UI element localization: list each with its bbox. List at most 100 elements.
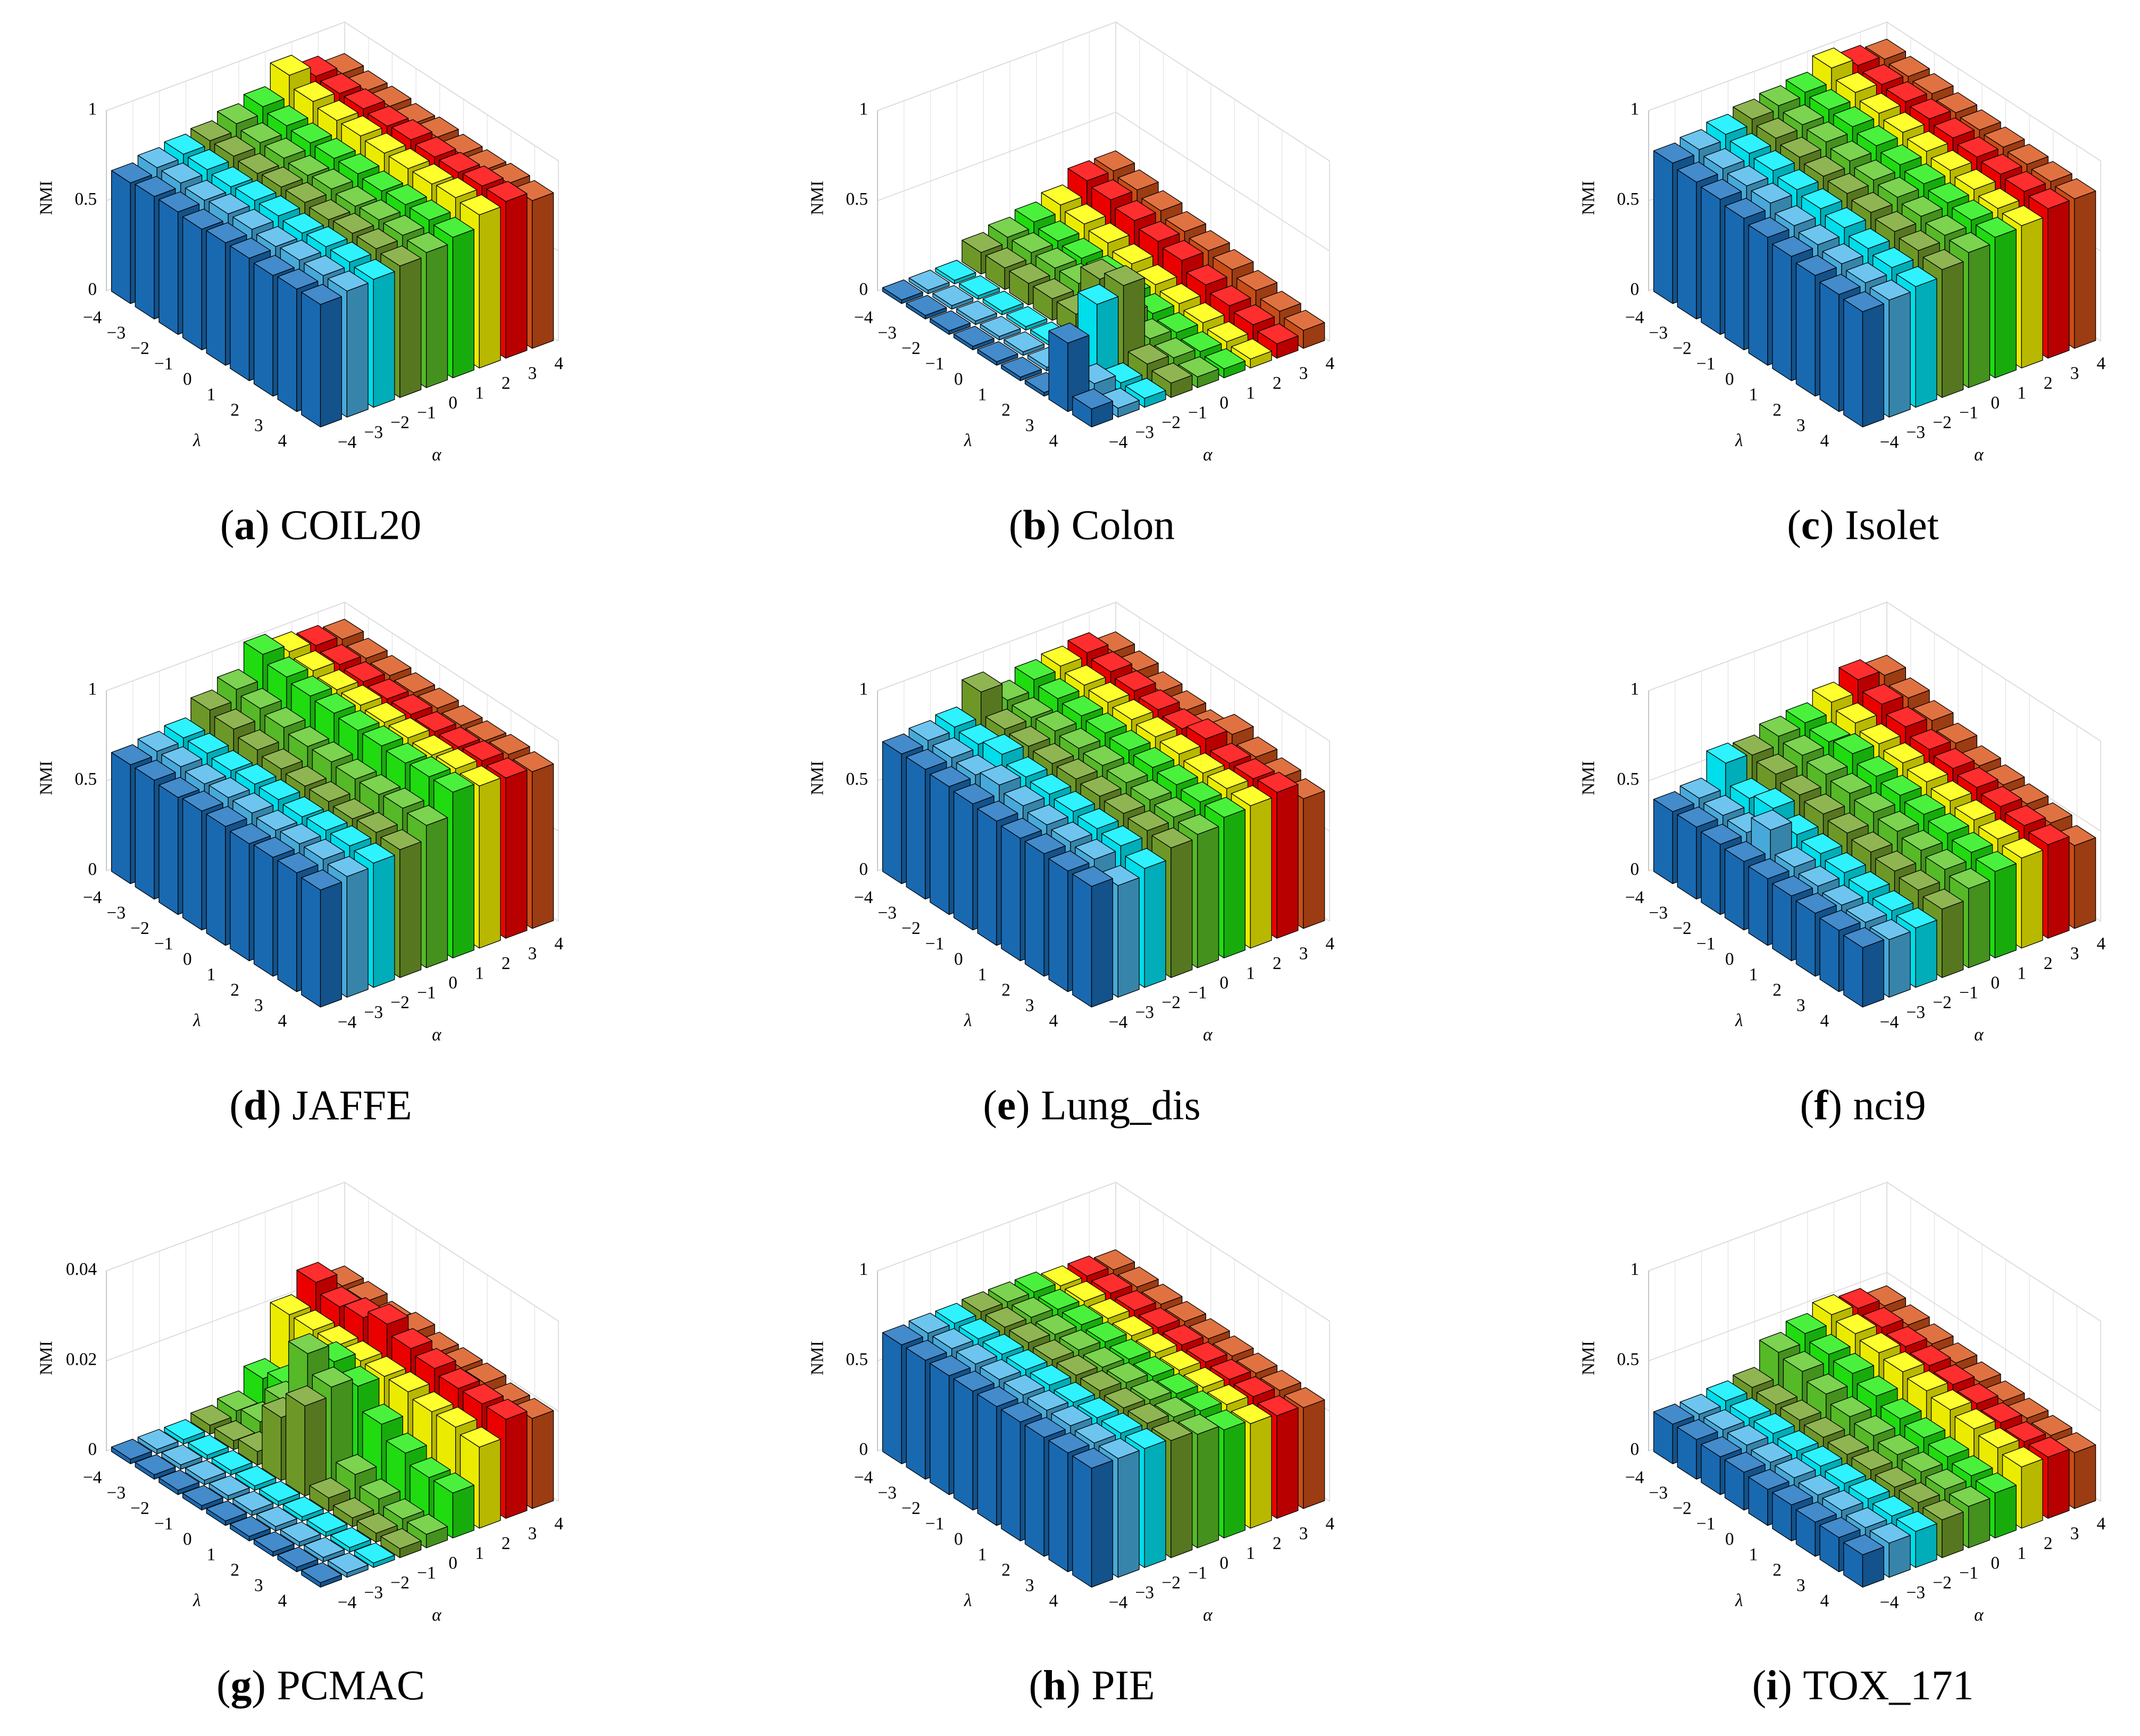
- series-tick-label: −1: [1188, 1563, 1207, 1583]
- x-tick-label: 3: [1025, 996, 1034, 1015]
- bar-face: [1154, 796, 1196, 818]
- x-tick-label: 4: [278, 1591, 287, 1611]
- series-tick-label: −1: [1959, 403, 1978, 423]
- x-tick-label: 0: [1725, 369, 1734, 389]
- bar-face: [294, 1309, 335, 1331]
- bar-face: [135, 767, 155, 900]
- bar-face: [1141, 190, 1183, 212]
- bar-face: [185, 763, 226, 784]
- bar-face: [280, 823, 321, 845]
- bar-face: [1833, 733, 1874, 754]
- bar-face: [1888, 56, 1930, 77]
- bar-face: [270, 1294, 311, 1315]
- panel-title: Isolet: [1845, 500, 1939, 549]
- series-tick-label: 2: [2044, 1533, 2053, 1553]
- bar-face: [2028, 824, 2070, 845]
- bar-face: [1048, 1440, 1068, 1572]
- z-axis-label: NMI: [1578, 761, 1598, 795]
- bar-face: [2047, 836, 2070, 939]
- bar: [208, 1475, 250, 1501]
- bar-face: [206, 222, 247, 244]
- bar-face: [1080, 775, 1122, 797]
- bar-face: [1075, 839, 1116, 860]
- series-tick-label: 4: [2096, 1514, 2105, 1533]
- x-axis-label: λ: [964, 1011, 972, 1030]
- bar-face: [1041, 645, 1082, 667]
- bar-face: [1819, 281, 1840, 412]
- x-tick-label: 4: [1049, 431, 1058, 450]
- bar-face: [1130, 779, 1172, 800]
- bar-face: [1878, 811, 1919, 832]
- bar-face: [288, 726, 329, 747]
- bar-face: [1748, 216, 1790, 238]
- bar-face: [1072, 1455, 1092, 1588]
- series-tick-label: 1: [1246, 1543, 1255, 1563]
- bar-face: [407, 232, 448, 253]
- bar-face: [285, 1393, 305, 1497]
- bar-face: [1981, 786, 2022, 807]
- x-tick-label: −1: [925, 934, 944, 954]
- bar-face: [959, 275, 1000, 296]
- bar-face: [962, 671, 1003, 692]
- bar-face: [333, 213, 374, 234]
- bar-face: [1925, 849, 1967, 870]
- bar-face: [1809, 89, 1851, 110]
- grid-line: [1648, 21, 2101, 162]
- bar-face: [1798, 865, 1840, 887]
- z-axis-label: NMI: [36, 1341, 56, 1375]
- bar-face: [2047, 1449, 2070, 1519]
- series-tick-label: −2: [1161, 993, 1181, 1013]
- bar-face: [1922, 249, 1964, 270]
- bar-face: [253, 255, 295, 276]
- bar-face: [2021, 1458, 2043, 1529]
- bar-face: [1059, 728, 1100, 749]
- series-tick-label: 1: [1246, 383, 1255, 403]
- bar-face: [1171, 839, 1193, 978]
- bar-face: [190, 120, 232, 141]
- bar-face: [1936, 722, 1977, 744]
- bar-face: [1048, 330, 1068, 412]
- bar-face: [1115, 670, 1156, 691]
- bar-face: [182, 790, 223, 812]
- bar-face: [882, 733, 923, 755]
- bar-face: [1830, 773, 1871, 794]
- series-tick-label: 3: [528, 364, 537, 383]
- bar: [188, 1434, 229, 1460]
- bar-face: [930, 774, 950, 915]
- bar-face: [235, 763, 277, 785]
- bar-face: [314, 138, 356, 159]
- bar-face: [532, 192, 554, 349]
- bar: [882, 279, 923, 304]
- bar-face: [953, 791, 973, 931]
- bar-face: [1284, 310, 1325, 331]
- bar-face: [243, 86, 285, 107]
- series-tick-label: −4: [338, 1013, 357, 1032]
- bar-face: [1035, 711, 1077, 732]
- series-tick-label: −2: [390, 413, 409, 432]
- bar-face: [1205, 797, 1245, 818]
- series-tick-label: 4: [555, 354, 564, 373]
- bar-face: [1869, 279, 1911, 301]
- bar-face: [1012, 232, 1053, 253]
- bar-face: [1812, 47, 1853, 69]
- panel-title: Lung_dis: [1041, 1081, 1201, 1129]
- bar-face: [341, 685, 382, 706]
- bar-face: [185, 1459, 226, 1481]
- x-tick-label: −4: [83, 307, 102, 327]
- bar-face: [1136, 264, 1177, 285]
- bar-face: [1001, 1409, 1021, 1541]
- bar-face: [301, 877, 321, 1008]
- bar-face: [1231, 785, 1272, 806]
- bar-face: [399, 841, 422, 978]
- x-axis-label: λ: [1735, 1011, 1743, 1030]
- bar-face: [1968, 1498, 1991, 1548]
- bar-face: [1968, 880, 1991, 969]
- series-tick-label: −3: [1907, 1003, 1926, 1022]
- bar-face: [206, 814, 226, 946]
- bar-face: [208, 1475, 250, 1496]
- x-tick-label: 2: [230, 980, 239, 1000]
- bar-face: [1236, 270, 1277, 291]
- bar: [1843, 291, 1884, 428]
- x-tick-label: −4: [1625, 307, 1644, 327]
